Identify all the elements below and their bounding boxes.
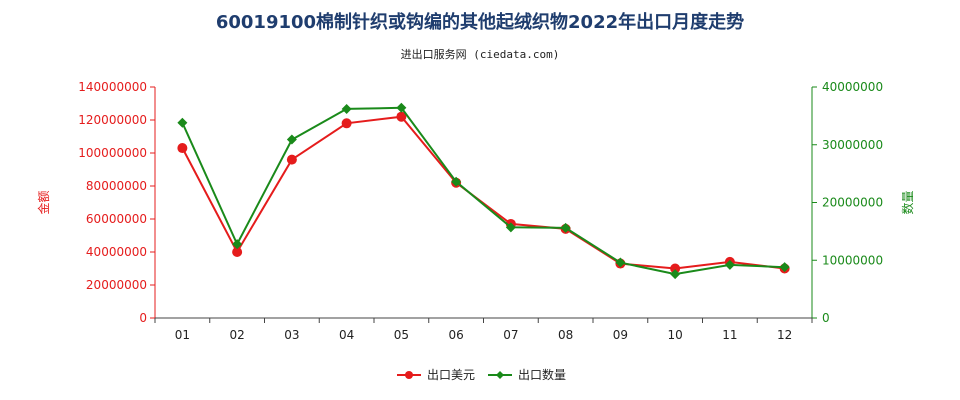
data-point <box>341 118 352 129</box>
x-tick-label: 12 <box>777 328 792 342</box>
legend-label: 出口美元 <box>427 368 475 382</box>
y-axis-left-label: 金额 <box>36 190 51 214</box>
y-left-tick-label: 100000000 <box>78 146 147 160</box>
legend-marker <box>405 371 413 379</box>
x-tick-label: 04 <box>339 328 354 342</box>
data-point <box>615 257 626 268</box>
data-point <box>779 262 790 273</box>
legend-item: 出口数量 <box>488 367 566 382</box>
data-point <box>670 263 681 274</box>
y-left-tick-label: 20000000 <box>86 278 147 292</box>
data-point <box>396 102 407 113</box>
legend-marker <box>496 371 504 379</box>
data-point <box>505 222 516 233</box>
y-right-tick-label: 0 <box>822 311 830 325</box>
axes <box>150 86 817 323</box>
y-left-tick-label: 80000000 <box>86 179 147 193</box>
y-axis-right-label: 数量 <box>900 190 915 214</box>
chart-title: 60019100棉制针织或钩编的其他起绒织物2022年出口月度走势 <box>216 11 744 33</box>
tick-labels: 0 20000000 40000000 60000000 80000000 1000000… <box>78 80 883 342</box>
data-point <box>724 259 735 270</box>
series-line <box>181 106 785 276</box>
x-tick-label: 11 <box>722 328 737 342</box>
data-point <box>341 103 352 114</box>
data-point <box>232 247 243 257</box>
chart-subtitle: 进出口服务网 (ciedata.com) <box>401 47 560 61</box>
series-1 <box>177 111 790 274</box>
data-point <box>177 143 188 154</box>
y-left-tick-label: 60000000 <box>86 212 147 226</box>
x-tick-label: 09 <box>613 328 628 342</box>
series-layer <box>177 102 790 280</box>
y-right-tick-label: 40000000 <box>822 80 883 94</box>
y-right-tick-label: 10000000 <box>822 253 883 267</box>
data-point <box>286 134 297 145</box>
x-tick-label: 08 <box>558 328 573 342</box>
y-left-tick-label: 120000000 <box>78 113 147 127</box>
x-tick-label: 01 <box>175 328 190 342</box>
x-tick-label: 05 <box>394 328 409 342</box>
x-tick-label: 02 <box>229 328 244 342</box>
y-left-tick-label: 140000000 <box>78 80 147 94</box>
series-line <box>181 115 785 270</box>
x-tick-label: 10 <box>667 328 682 342</box>
data-point <box>286 154 297 165</box>
y-left-tick-label: 0 <box>139 311 147 325</box>
y-left-tick-label: 40000000 <box>86 245 147 259</box>
data-point <box>670 269 681 280</box>
data-point <box>177 117 188 128</box>
y-right-tick-label: 30000000 <box>822 138 883 152</box>
data-point <box>451 176 462 187</box>
series-2 <box>177 102 790 280</box>
legend-item: 出口美元 <box>397 368 475 382</box>
x-tick-label: 03 <box>284 328 299 342</box>
data-point <box>396 111 407 122</box>
legend: 出口美元 出口数量 <box>397 367 566 382</box>
x-tick-label: 06 <box>448 328 463 342</box>
x-tick-label: 07 <box>503 328 518 342</box>
legend-label: 出口数量 <box>518 367 566 382</box>
data-point <box>232 239 243 250</box>
data-point <box>560 222 571 233</box>
y-right-tick-label: 20000000 <box>822 196 883 210</box>
